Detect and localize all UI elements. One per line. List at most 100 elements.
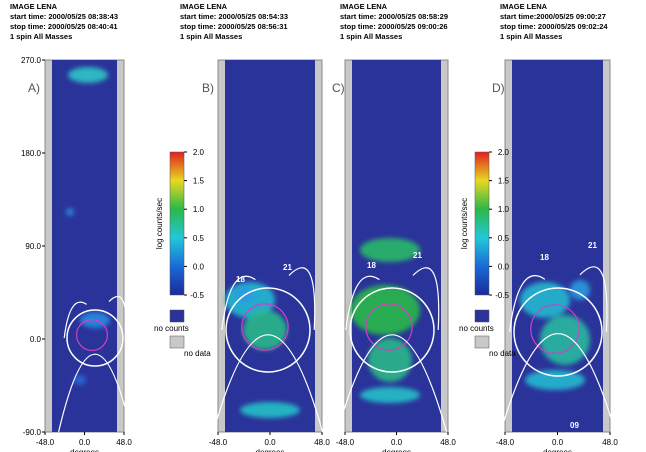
- emission-blob: [540, 315, 590, 365]
- x-tick-label: 48.0: [314, 438, 330, 447]
- colorbar-tick-label: 0.0: [193, 262, 205, 271]
- x-tick-label: -48.0: [336, 438, 355, 447]
- header-line: IMAGE LENA: [500, 2, 548, 11]
- y-tick-label: -90.0: [23, 428, 42, 437]
- field-lines: [336, 267, 448, 433]
- header-line: stop time: 2000/05/25 08:56:31: [180, 22, 288, 31]
- earth-limb: [349, 287, 435, 373]
- colorbar-label: log counts/sec: [155, 198, 164, 249]
- earth-limb: [66, 309, 124, 367]
- earth-limb: [513, 287, 603, 377]
- colorbar-tick-label: 1.5: [193, 177, 205, 186]
- annotation: 21: [283, 263, 292, 272]
- auroral-oval: [75, 319, 108, 352]
- x-tick-label: -48.0: [36, 438, 55, 447]
- no-data-label: no data: [489, 349, 516, 358]
- x-tick-label: 48.0: [440, 438, 456, 447]
- earth-limb: [225, 287, 311, 373]
- auroral-oval: [241, 303, 289, 351]
- emission-blob: [570, 280, 590, 300]
- x-tick-label: 48.0: [116, 438, 132, 447]
- emission-blob: [240, 402, 300, 418]
- emission-blob: [360, 387, 420, 403]
- colorbar-tick-label: 0.5: [193, 234, 205, 243]
- x-tick-label: 0.0: [552, 438, 564, 447]
- no-data-label: no data: [184, 349, 211, 358]
- x-tick-label: -48.0: [496, 438, 515, 447]
- panel-label: A): [28, 81, 40, 95]
- emission-blob: [520, 282, 570, 318]
- x-axis-label: degrees: [256, 448, 285, 452]
- panel-label: C): [332, 81, 345, 95]
- header-line: 1 spin All Masses: [500, 32, 562, 41]
- header-line: stop time: 2000/05/25 08:40:41: [10, 22, 118, 31]
- annotation: 18: [540, 253, 549, 262]
- header-line: IMAGE LENA: [180, 2, 228, 11]
- header-line: start time: 2000/05/25 08:58:29: [340, 12, 448, 21]
- emission-blob: [525, 370, 585, 390]
- panel-label: D): [492, 81, 505, 95]
- annotation: 18: [236, 275, 245, 284]
- panel-label: B): [202, 81, 214, 95]
- field-lines: [58, 296, 132, 433]
- y-tick-label: 90.0: [25, 242, 41, 251]
- no-counts-label: no counts: [459, 324, 494, 333]
- emission-blob: [66, 208, 74, 216]
- colorbar-tick-label: 2.0: [193, 148, 205, 157]
- colorbar-tick-label: -0.5: [190, 291, 204, 300]
- colorbar: [474, 151, 490, 296]
- no-data-swatch: [169, 335, 185, 349]
- y-tick-label: 270.0: [21, 56, 42, 65]
- annotation: 18: [367, 261, 376, 270]
- colorbar-tick-label: -0.5: [495, 291, 509, 300]
- x-axis-label: degrees: [543, 448, 572, 452]
- x-tick-label: 0.0: [264, 438, 276, 447]
- colorbar-tick-label: 1.5: [498, 177, 510, 186]
- header-line: 1 spin All Masses: [180, 32, 242, 41]
- emission-blob: [243, 310, 287, 350]
- image-area: [512, 60, 603, 432]
- emission-blob: [360, 238, 420, 262]
- colorbar-tick-label: 1.0: [498, 205, 510, 214]
- no-counts-label: no counts: [154, 324, 189, 333]
- x-tick-label: -48.0: [209, 438, 228, 447]
- x-tick-label: 0.0: [79, 438, 91, 447]
- header-line: IMAGE LENA: [340, 2, 388, 11]
- x-tick-label: 48.0: [602, 438, 618, 447]
- field-lines: [212, 267, 324, 433]
- header-line: start time:2000/05/25 09:00:27: [500, 12, 606, 21]
- auroral-oval: [530, 304, 580, 354]
- colorbar-tick-label: 0.0: [498, 262, 510, 271]
- header-line: start time: 2000/05/25 08:38:43: [10, 12, 118, 21]
- annotation: 21: [588, 241, 597, 250]
- colorbar-tick-label: 1.0: [193, 205, 205, 214]
- y-tick-label: 0.0: [30, 335, 42, 344]
- no-counts-swatch: [169, 309, 185, 323]
- annotation: 09: [570, 421, 579, 430]
- header-line: 1 spin All Masses: [10, 32, 72, 41]
- auroral-oval: [365, 303, 413, 351]
- header-line: stop time: 2000/05/25 09:02:24: [500, 22, 608, 31]
- colorbar: [169, 151, 185, 296]
- colorbar-tick-label: 0.5: [498, 234, 510, 243]
- header-line: IMAGE LENA: [10, 2, 58, 11]
- x-tick-label: 0.0: [391, 438, 403, 447]
- image-area: [52, 60, 117, 432]
- emission-blob: [350, 285, 420, 335]
- image-area: [225, 60, 315, 432]
- colorbar-label: log counts/sec: [460, 198, 469, 249]
- emission-blob: [68, 67, 108, 83]
- x-axis-label: degrees: [382, 448, 411, 452]
- no-data-swatch: [474, 335, 490, 349]
- header-line: start time: 2000/05/25 08:54:33: [180, 12, 288, 21]
- header-line: 1 spin All Masses: [340, 32, 402, 41]
- emission: [225, 282, 300, 418]
- no-counts-swatch: [474, 309, 490, 323]
- x-axis-label: degrees: [70, 448, 99, 452]
- field-lines: [500, 266, 616, 433]
- y-tick-label: 180.0: [21, 149, 42, 158]
- annotation: 21: [413, 251, 422, 260]
- emission-blob: [74, 375, 86, 385]
- header-line: stop time: 2000/05/25 09:00:26: [340, 22, 448, 31]
